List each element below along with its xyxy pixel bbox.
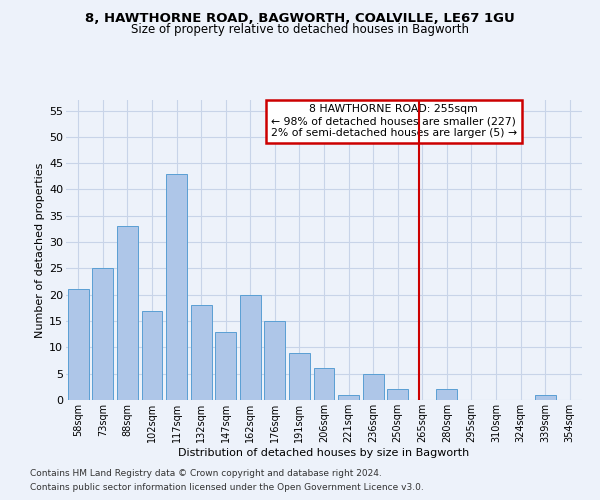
Bar bbox=[68, 290, 89, 400]
Bar bbox=[215, 332, 236, 400]
Bar bbox=[436, 390, 457, 400]
Bar bbox=[166, 174, 187, 400]
Bar bbox=[92, 268, 113, 400]
Bar bbox=[191, 306, 212, 400]
Bar bbox=[387, 390, 408, 400]
Text: 8, HAWTHORNE ROAD, BAGWORTH, COALVILLE, LE67 1GU: 8, HAWTHORNE ROAD, BAGWORTH, COALVILLE, … bbox=[85, 12, 515, 26]
Bar bbox=[289, 352, 310, 400]
Text: Contains HM Land Registry data © Crown copyright and database right 2024.: Contains HM Land Registry data © Crown c… bbox=[30, 468, 382, 477]
Text: Contains public sector information licensed under the Open Government Licence v3: Contains public sector information licen… bbox=[30, 484, 424, 492]
Bar bbox=[338, 394, 359, 400]
Text: Size of property relative to detached houses in Bagworth: Size of property relative to detached ho… bbox=[131, 22, 469, 36]
Bar bbox=[535, 394, 556, 400]
X-axis label: Distribution of detached houses by size in Bagworth: Distribution of detached houses by size … bbox=[178, 448, 470, 458]
Text: 8 HAWTHORNE ROAD: 255sqm
← 98% of detached houses are smaller (227)
2% of semi-d: 8 HAWTHORNE ROAD: 255sqm ← 98% of detach… bbox=[271, 104, 517, 138]
Bar bbox=[314, 368, 334, 400]
Bar bbox=[117, 226, 138, 400]
Y-axis label: Number of detached properties: Number of detached properties bbox=[35, 162, 45, 338]
Bar bbox=[265, 321, 286, 400]
Bar bbox=[142, 310, 163, 400]
Bar bbox=[240, 294, 261, 400]
Bar bbox=[362, 374, 383, 400]
